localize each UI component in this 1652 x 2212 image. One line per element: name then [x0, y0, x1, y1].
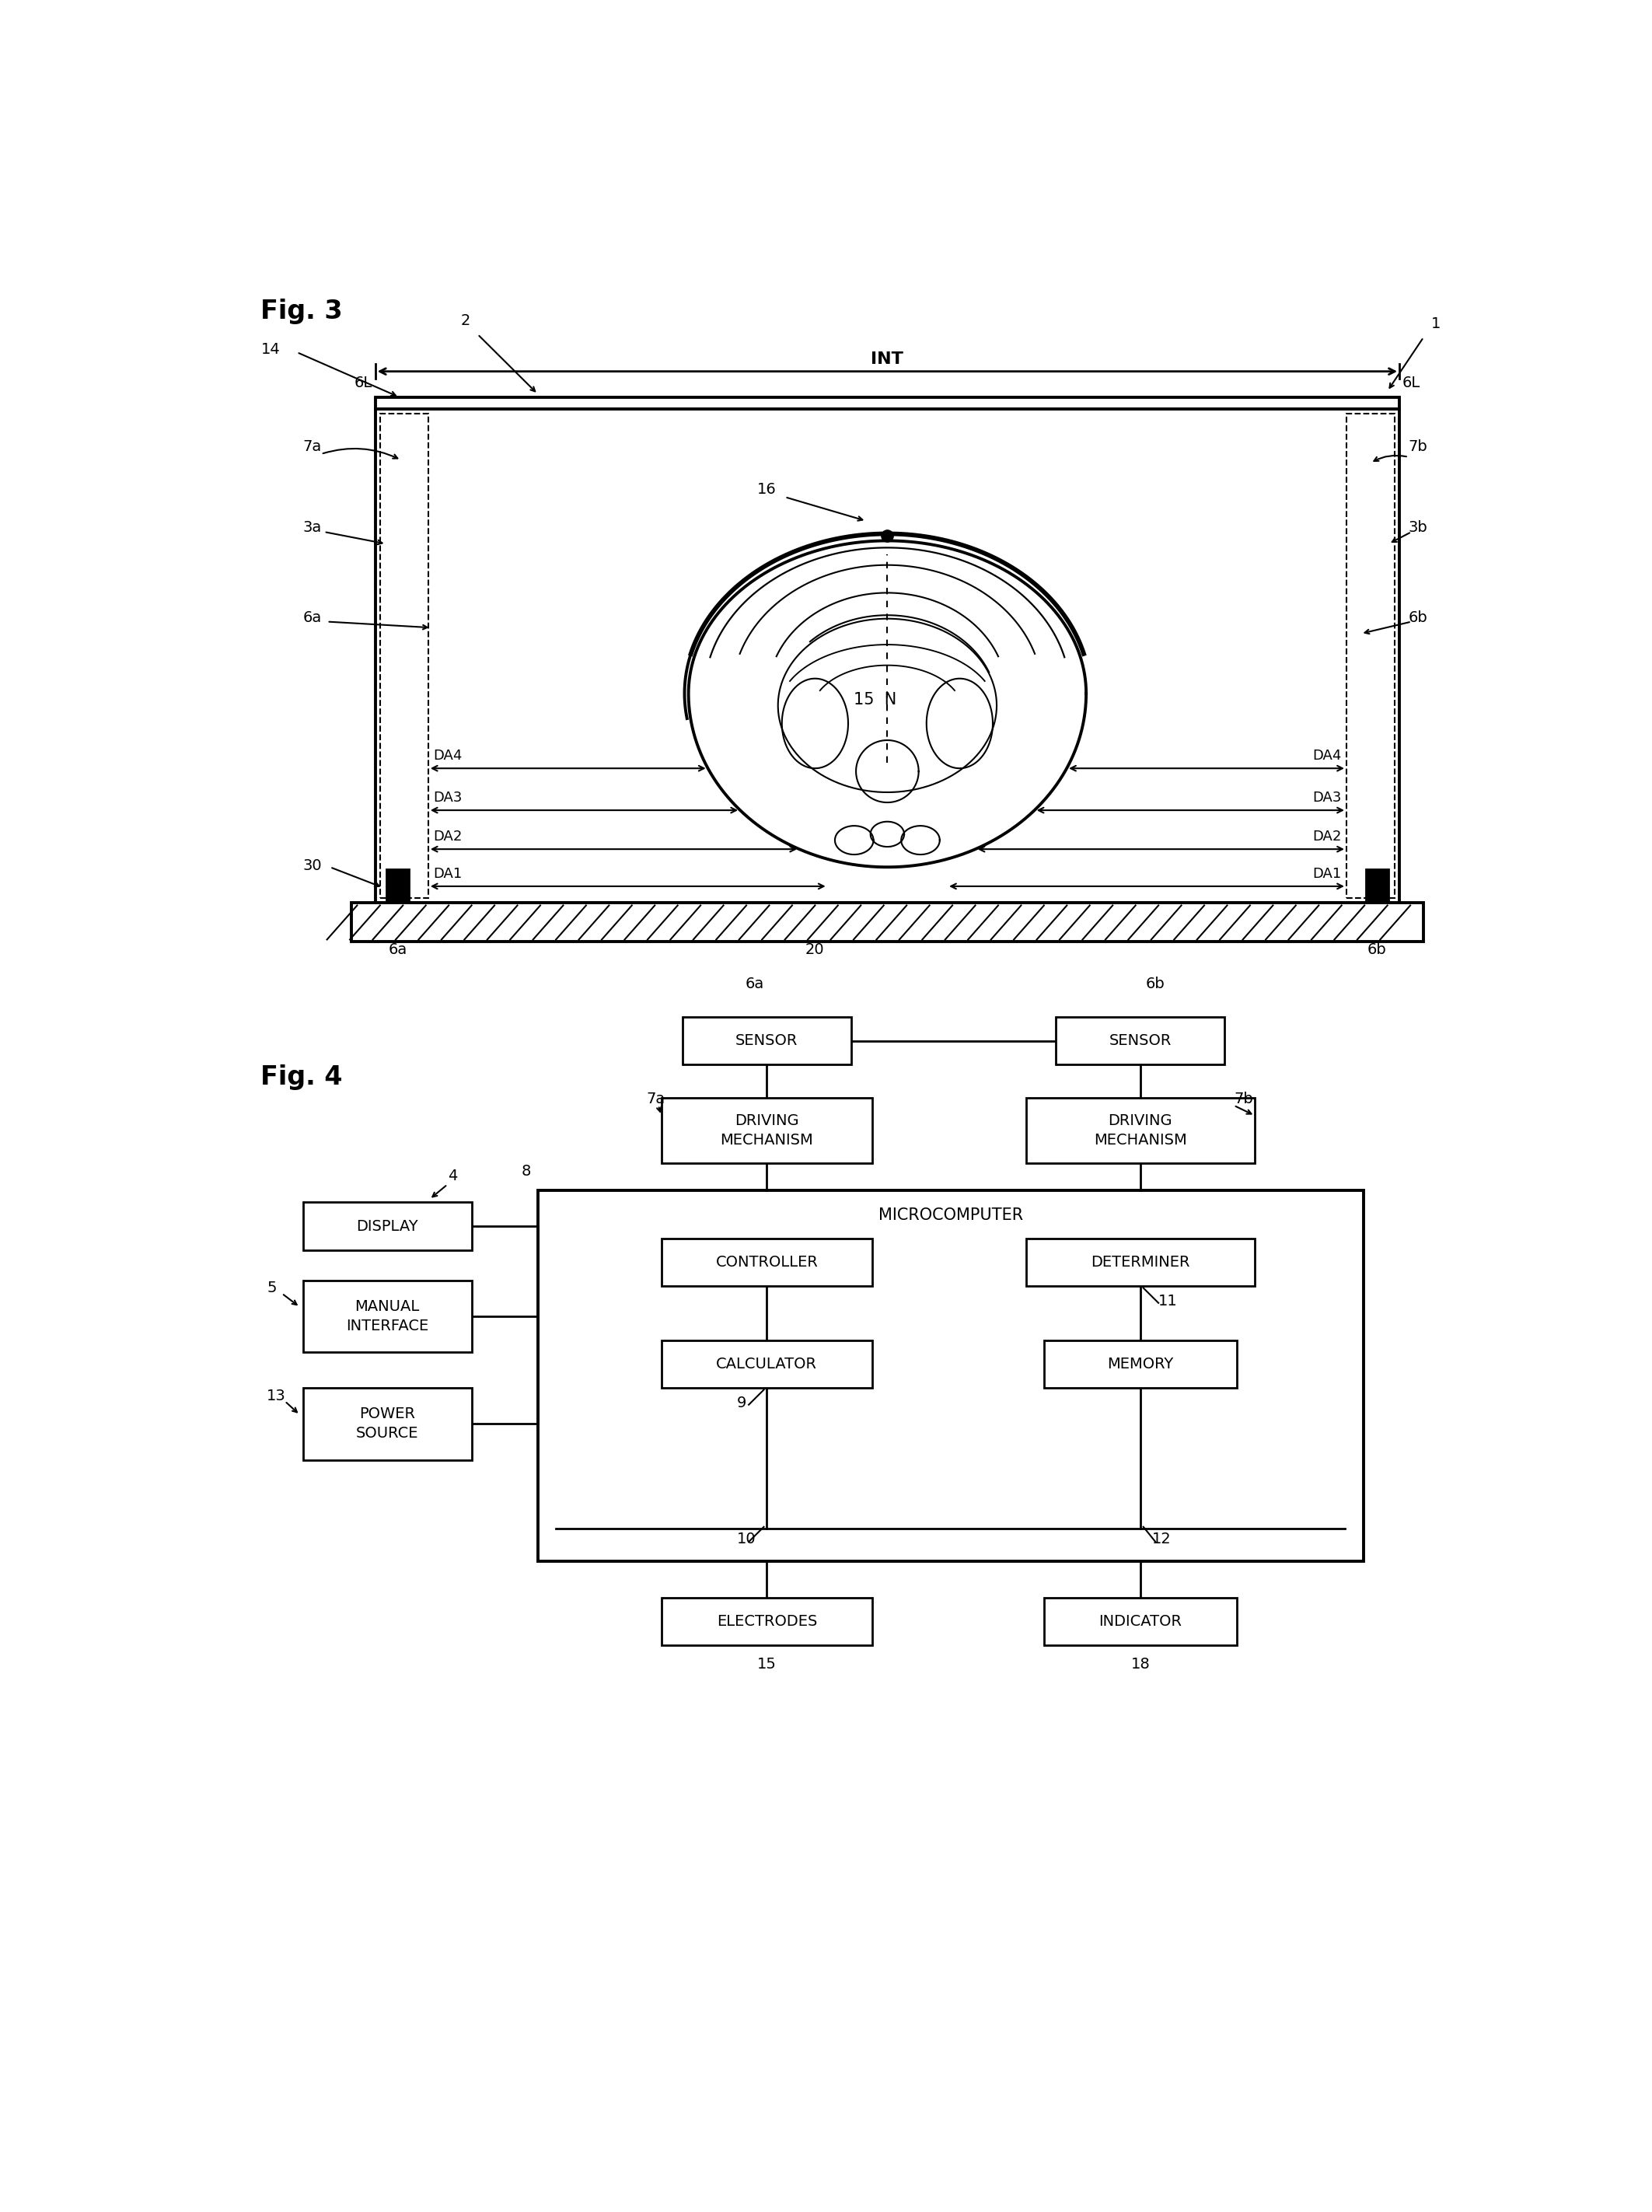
Text: MEMORY: MEMORY — [1107, 1356, 1173, 1371]
Text: POWER
SOURCE: POWER SOURCE — [355, 1407, 418, 1440]
Text: 13: 13 — [266, 1389, 286, 1402]
Text: 6b: 6b — [1368, 942, 1386, 958]
Text: DA1: DA1 — [433, 867, 463, 880]
Text: 6a: 6a — [302, 611, 322, 624]
Text: 7b: 7b — [1234, 1093, 1252, 1106]
Bar — [661, 1597, 872, 1646]
Bar — [1044, 1597, 1237, 1646]
Text: 3a: 3a — [302, 520, 322, 535]
Text: DA4: DA4 — [433, 750, 463, 763]
Text: 3b: 3b — [1409, 520, 1427, 535]
Text: 6b: 6b — [1146, 978, 1165, 991]
Text: 2: 2 — [461, 314, 471, 327]
Text: DA3: DA3 — [433, 792, 463, 805]
Text: 12: 12 — [1153, 1533, 1171, 1546]
Text: 9: 9 — [737, 1396, 747, 1411]
Text: 16: 16 — [757, 482, 776, 498]
Text: 15: 15 — [757, 1657, 776, 1672]
Text: SENSOR: SENSOR — [1108, 1033, 1171, 1048]
Bar — [1056, 1018, 1224, 1064]
Text: 11: 11 — [1158, 1294, 1178, 1310]
Text: 4: 4 — [448, 1168, 458, 1183]
Bar — [1026, 1239, 1256, 1285]
Text: DA3: DA3 — [1313, 792, 1341, 805]
Bar — [661, 1239, 872, 1285]
Text: 18: 18 — [1130, 1657, 1150, 1672]
Text: DA4: DA4 — [1313, 750, 1341, 763]
Bar — [1346, 414, 1394, 898]
Text: 6a: 6a — [388, 942, 406, 958]
Bar — [1366, 869, 1389, 900]
Text: CONTROLLER: CONTROLLER — [715, 1254, 818, 1270]
Text: DETERMINER: DETERMINER — [1090, 1254, 1189, 1270]
Text: DRIVING
MECHANISM: DRIVING MECHANISM — [720, 1113, 813, 1148]
Text: INT: INT — [871, 352, 904, 367]
Text: 6L: 6L — [1403, 376, 1421, 389]
Text: 5: 5 — [266, 1281, 276, 1296]
Bar — [302, 1281, 471, 1352]
Bar — [539, 1190, 1363, 1562]
Text: MICROCOMPUTER: MICROCOMPUTER — [879, 1208, 1023, 1223]
Text: Fig. 4: Fig. 4 — [261, 1064, 342, 1091]
Bar — [682, 1018, 851, 1064]
Bar — [1026, 1097, 1256, 1164]
Text: 6L: 6L — [354, 376, 372, 389]
Text: SENSOR: SENSOR — [735, 1033, 798, 1048]
Text: 15  N: 15 N — [854, 692, 897, 708]
Text: 7a: 7a — [646, 1093, 666, 1106]
Text: CALCULATOR: CALCULATOR — [717, 1356, 818, 1371]
Text: 14: 14 — [261, 343, 279, 356]
Text: 20: 20 — [806, 942, 824, 958]
Text: 1: 1 — [1431, 316, 1441, 332]
Bar — [387, 869, 410, 900]
Bar — [302, 1387, 471, 1460]
Text: INDICATOR: INDICATOR — [1099, 1615, 1181, 1628]
Bar — [661, 1097, 872, 1164]
Text: DISPLAY: DISPLAY — [357, 1219, 418, 1234]
Text: MANUAL
INTERFACE: MANUAL INTERFACE — [345, 1298, 428, 1334]
Text: 6a: 6a — [745, 978, 765, 991]
Bar — [352, 902, 1424, 942]
Text: 30: 30 — [302, 858, 322, 874]
Bar — [375, 409, 1399, 902]
Text: 7a: 7a — [302, 440, 322, 453]
Text: DA2: DA2 — [1313, 830, 1341, 843]
Text: Fig. 3: Fig. 3 — [261, 299, 344, 323]
Text: DA2: DA2 — [433, 830, 463, 843]
Text: 10: 10 — [737, 1533, 757, 1546]
Text: 8: 8 — [520, 1164, 530, 1179]
Text: 7b: 7b — [1409, 440, 1427, 453]
Bar — [1044, 1340, 1237, 1387]
Bar — [380, 414, 428, 898]
Text: DA1: DA1 — [1313, 867, 1341, 880]
Text: 6b: 6b — [1409, 611, 1427, 624]
Bar — [661, 1340, 872, 1387]
Text: ELECTRODES: ELECTRODES — [717, 1615, 818, 1628]
Text: DRIVING
MECHANISM: DRIVING MECHANISM — [1094, 1113, 1186, 1148]
Bar — [302, 1203, 471, 1250]
Bar — [375, 398, 1399, 409]
